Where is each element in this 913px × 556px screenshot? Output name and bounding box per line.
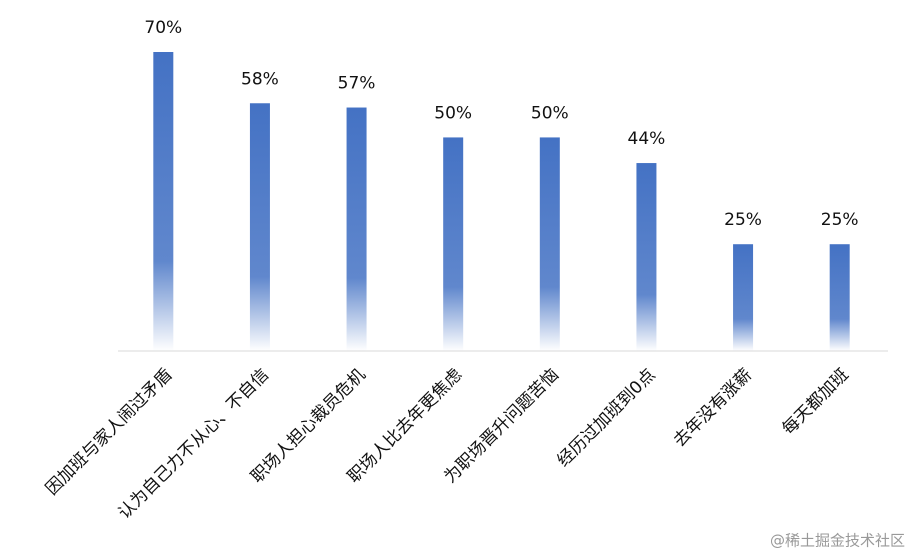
bar <box>829 244 850 351</box>
bar <box>443 137 464 351</box>
x-tick-label: 去年没有涨薪 <box>670 365 756 451</box>
value-label: 25% <box>724 210 762 230</box>
value-label: 58% <box>241 69 279 89</box>
value-label: 25% <box>821 210 859 230</box>
watermark: @稀土掘金技术社区 <box>770 532 905 550</box>
value-label: 70% <box>144 18 182 38</box>
value-label: 44% <box>628 129 666 149</box>
bar <box>249 103 270 351</box>
x-tick-label: 每天都加班 <box>779 365 853 439</box>
bar <box>346 107 367 352</box>
value-label: 50% <box>531 103 569 123</box>
bar <box>733 244 754 351</box>
bar <box>636 163 657 351</box>
value-label: 50% <box>434 103 472 123</box>
bar <box>539 137 560 351</box>
bar <box>153 52 174 351</box>
value-label: 57% <box>338 74 376 94</box>
x-tick-label: 经历过加班到0点 <box>554 365 660 471</box>
